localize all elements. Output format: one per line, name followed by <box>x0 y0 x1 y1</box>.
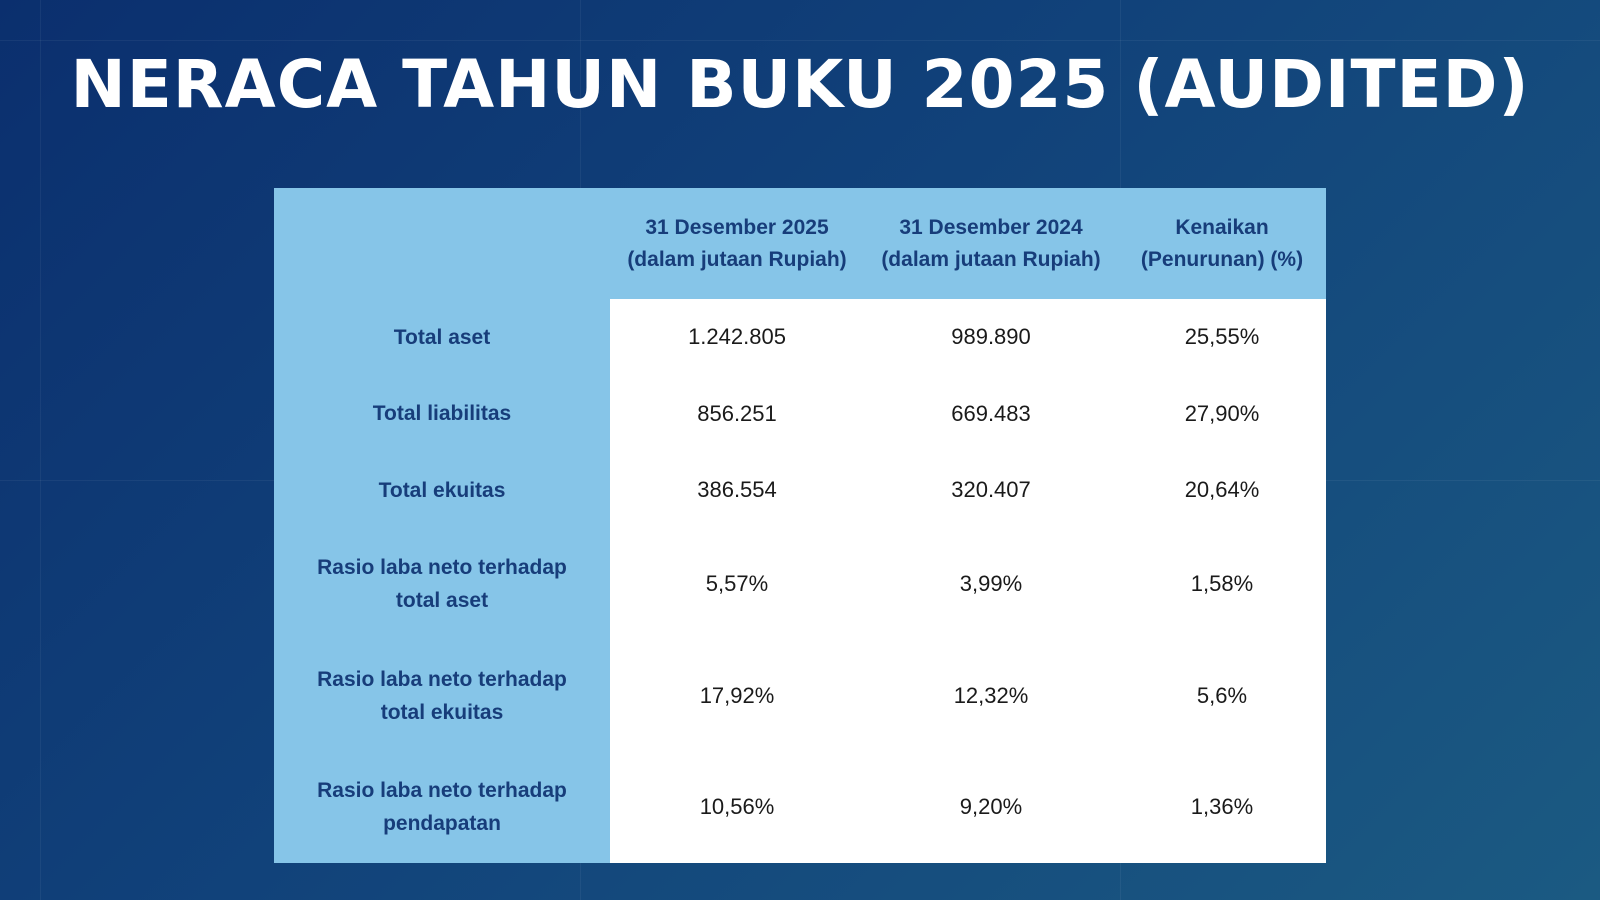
header-2025-unit: (dalam jutaan Rupiah) <box>627 247 847 271</box>
cell-2024: 3,99% <box>864 528 1118 640</box>
row-label: Total aset <box>274 299 610 376</box>
row-label: Rasio laba neto terhadap total ekuitas <box>274 639 610 752</box>
balance-sheet-table-container: 31 Desember 2025 (dalam jutaan Rupiah) 3… <box>274 188 1326 863</box>
table-row-total-aset: Total aset 1.242.805 989.890 25,55% <box>274 299 1326 376</box>
cell-change: 1,58% <box>1118 528 1326 640</box>
table-row-total-ekuitas: Total ekuitas 386.554 320.407 20,64% <box>274 451 1326 529</box>
row-label: Total liabilitas <box>274 375 610 452</box>
cell-change: 1,36% <box>1118 751 1326 863</box>
header-change-line1: Kenaikan <box>1175 215 1269 239</box>
table-row-rasio-aset: Rasio laba neto terhadap total aset 5,57… <box>274 528 1326 640</box>
header-2024-date: 31 Desember 2024 <box>899 215 1083 239</box>
cell-change: 20,64% <box>1118 451 1326 529</box>
header-2024-unit: (dalam jutaan Rupiah) <box>881 247 1101 271</box>
table-header-row: 31 Desember 2025 (dalam jutaan Rupiah) 3… <box>274 188 1326 299</box>
cell-change: 5,6% <box>1118 639 1326 752</box>
header-2025-date: 31 Desember 2025 <box>645 215 829 239</box>
header-2024: 31 Desember 2024 (dalam jutaan Rupiah) <box>864 188 1118 299</box>
cell-2025: 856.251 <box>610 375 864 452</box>
cell-2024: 989.890 <box>864 299 1118 376</box>
cell-2024: 9,20% <box>864 751 1118 863</box>
cell-change: 25,55% <box>1118 299 1326 376</box>
cell-2024: 669.483 <box>864 375 1118 452</box>
table-row-total-liabilitas: Total liabilitas 856.251 669.483 27,90% <box>274 375 1326 452</box>
cell-2024: 320.407 <box>864 451 1118 529</box>
header-change-line2: (Penurunan) (%) <box>1140 247 1304 271</box>
header-change: Kenaikan (Penurunan) (%) <box>1118 188 1326 299</box>
page-title: NERACA TAHUN BUKU 2025 (AUDITED) <box>70 46 1530 123</box>
table-row-rasio-ekuitas: Rasio laba neto terhadap total ekuitas 1… <box>274 639 1326 752</box>
cell-2025: 5,57% <box>610 528 864 640</box>
row-label: Total ekuitas <box>274 451 610 529</box>
cell-change: 27,90% <box>1118 375 1326 452</box>
cell-2024: 12,32% <box>864 639 1118 752</box>
cell-2025: 386.554 <box>610 451 864 529</box>
balance-sheet-table: 31 Desember 2025 (dalam jutaan Rupiah) 3… <box>274 188 1326 863</box>
header-2025: 31 Desember 2025 (dalam jutaan Rupiah) <box>610 188 864 299</box>
row-label: Rasio laba neto terhadap pendapatan <box>274 751 610 863</box>
cell-2025: 1.242.805 <box>610 299 864 376</box>
header-label-corner <box>274 188 610 299</box>
row-label: Rasio laba neto terhadap total aset <box>274 528 610 640</box>
table-row-rasio-pendapatan: Rasio laba neto terhadap pendapatan 10,5… <box>274 751 1326 863</box>
cell-2025: 17,92% <box>610 639 864 752</box>
cell-2025: 10,56% <box>610 751 864 863</box>
